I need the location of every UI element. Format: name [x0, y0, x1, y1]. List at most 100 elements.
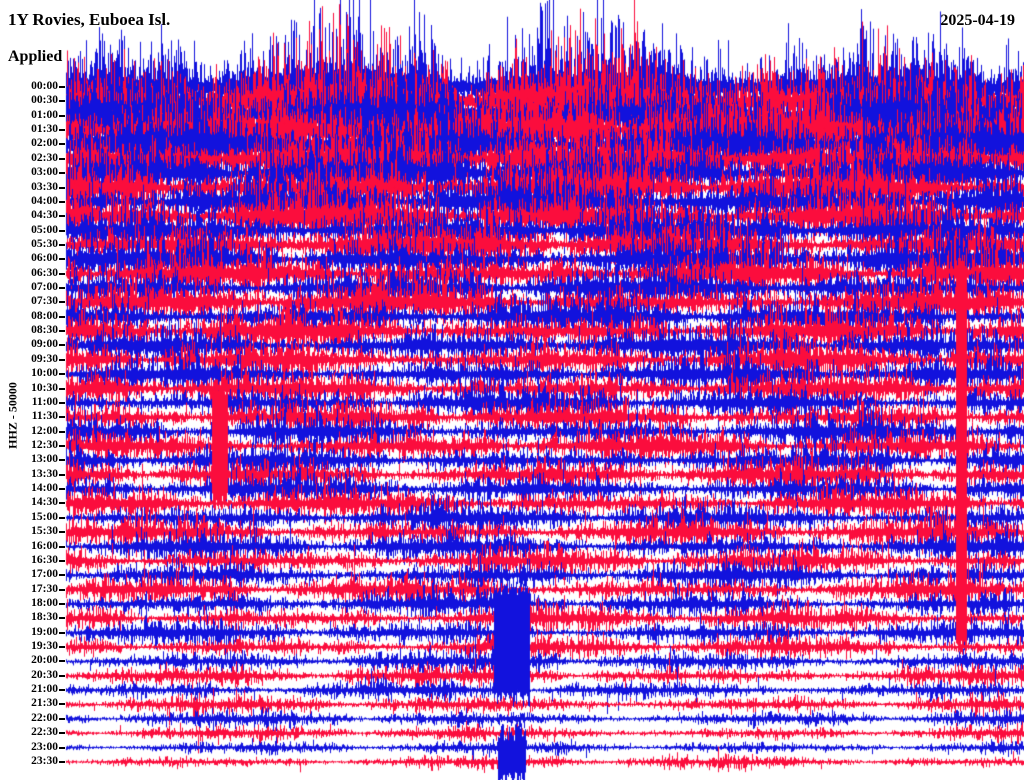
time-label: 08:00 — [31, 309, 58, 322]
time-label: 12:00 — [31, 424, 58, 437]
time-label: 06:30 — [31, 266, 58, 279]
time-label: 23:00 — [31, 740, 58, 753]
time-label: 00:30 — [31, 94, 58, 107]
row-tick — [59, 186, 65, 189]
row-tick — [59, 559, 65, 562]
time-label: 19:00 — [31, 625, 58, 638]
row-tick — [59, 416, 65, 419]
time-label: 02:00 — [31, 137, 58, 150]
time-label: 10:30 — [31, 381, 58, 394]
row-tick — [59, 172, 65, 175]
time-label: 11:30 — [31, 410, 58, 423]
time-label: 00:00 — [31, 80, 58, 92]
row-tick — [59, 459, 65, 462]
time-label: 20:00 — [31, 654, 58, 667]
time-label: 14:00 — [31, 482, 58, 495]
row-tick — [59, 502, 65, 505]
row-tick — [59, 717, 65, 720]
row-tick — [59, 660, 65, 663]
row-tick — [59, 674, 65, 677]
row-tick — [59, 703, 65, 706]
row-tick — [59, 215, 65, 218]
row-tick — [59, 746, 65, 749]
time-label: 13:00 — [31, 453, 58, 466]
row-tick — [59, 401, 65, 404]
row-tick — [59, 574, 65, 577]
time-label: 21:00 — [31, 683, 58, 696]
time-label: 15:30 — [31, 525, 58, 538]
row-tick — [59, 330, 65, 333]
row-tick — [59, 488, 65, 491]
row-tick — [59, 545, 65, 548]
row-tick — [59, 200, 65, 203]
date-label: 2025-04-19 — [940, 12, 1015, 29]
row-tick — [59, 732, 65, 735]
row-tick — [59, 445, 65, 447]
row-tick — [59, 301, 65, 304]
row-tick — [59, 617, 65, 620]
row-tick — [59, 258, 65, 261]
time-label: 13:30 — [31, 467, 58, 480]
time-label: 15:00 — [31, 510, 58, 523]
time-label: 07:30 — [31, 295, 58, 308]
time-label: 11:00 — [31, 395, 58, 408]
time-label: 18:30 — [31, 611, 58, 624]
row-tick — [59, 430, 65, 433]
time-label: 01:30 — [31, 123, 58, 136]
row-tick — [59, 272, 65, 275]
time-label: 07:00 — [31, 281, 58, 294]
time-label: 21:30 — [31, 697, 58, 710]
time-label: 20:30 — [31, 668, 58, 681]
row-tick — [59, 86, 65, 88]
row-tick — [59, 689, 65, 692]
time-label: 08:30 — [31, 324, 58, 337]
time-label: 06:00 — [31, 252, 58, 265]
time-label: 12:30 — [31, 439, 58, 451]
row-tick — [59, 287, 65, 290]
time-label: 01:00 — [31, 108, 58, 121]
row-tick — [59, 373, 65, 376]
time-label: 22:30 — [31, 726, 58, 739]
time-label: 03:30 — [31, 180, 58, 193]
time-label: 23:30 — [31, 754, 58, 767]
row-tick — [59, 646, 65, 649]
time-label: 16:30 — [31, 553, 58, 566]
time-label: 17:30 — [31, 582, 58, 595]
time-label: 16:00 — [31, 539, 58, 552]
time-label: 02:30 — [31, 151, 58, 164]
filter-label: Applied — [8, 48, 63, 65]
row-tick — [59, 516, 65, 519]
row-tick — [59, 588, 65, 591]
row-tick — [59, 243, 65, 246]
time-label: 19:30 — [31, 640, 58, 653]
time-label: 14:30 — [31, 496, 58, 509]
row-tick — [59, 129, 65, 132]
time-label: 05:30 — [31, 237, 58, 250]
time-label: 04:30 — [31, 209, 58, 222]
station-title: 1Y Rovies, Euboea Isl. — [8, 10, 171, 29]
time-label: 09:30 — [31, 352, 58, 365]
row-tick — [59, 631, 65, 634]
row-tick — [59, 229, 65, 232]
row-tick — [59, 100, 65, 103]
time-label: 09:00 — [31, 338, 58, 351]
time-label: 05:00 — [31, 223, 58, 236]
row-tick — [59, 344, 65, 347]
time-label: 04:00 — [31, 194, 58, 207]
time-label: 03:00 — [31, 166, 58, 179]
time-label: 22:00 — [31, 711, 58, 724]
row-tick — [59, 760, 65, 763]
row-tick — [59, 473, 65, 476]
time-label: 18:00 — [31, 596, 58, 609]
row-tick — [59, 358, 65, 361]
row-tick — [59, 531, 65, 534]
row-tick — [59, 315, 65, 318]
row-tick — [59, 143, 65, 146]
time-label: 17:00 — [31, 568, 58, 581]
row-tick — [59, 157, 65, 160]
row-tick — [59, 602, 65, 605]
time-label: 10:00 — [31, 367, 58, 380]
row-tick — [59, 114, 65, 117]
